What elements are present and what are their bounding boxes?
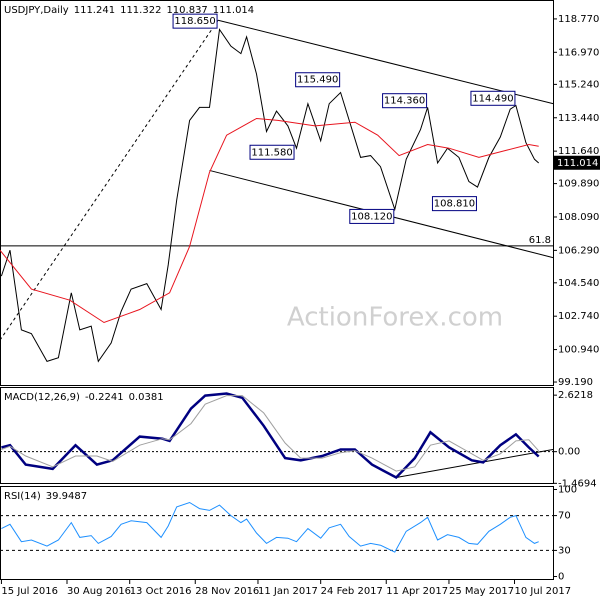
current-price-box — [554, 155, 600, 170]
annotation-label: 115.490 — [297, 75, 338, 86]
y-tick-label: 99.190 — [558, 377, 593, 388]
annotation-label: 108.120 — [351, 211, 392, 222]
y-tick-label: 0 — [558, 572, 564, 583]
watermark: ActionForex.com — [287, 303, 503, 333]
y-tick-label: 2.6218 — [558, 390, 593, 401]
annotation-label: 114.490 — [472, 93, 513, 104]
x-tick-label: 30 Aug 2016 — [67, 586, 131, 597]
series-line — [0, 28, 540, 363]
y-tick-label: 118.770 — [558, 14, 599, 25]
y-tick-label: 109.890 — [558, 179, 599, 190]
panel-title: USDJPY,Daily 111.241 111.322 110.837 111.014 — [4, 5, 254, 16]
annotation-box — [295, 72, 341, 88]
series-line — [1, 501, 539, 553]
annotation-box — [431, 196, 477, 212]
readout: 39.9487 — [46, 491, 87, 502]
readout: -0.2241 — [85, 392, 124, 403]
series-line — [1, 392, 540, 480]
annotation-label: 114.360 — [384, 96, 425, 107]
annotation-label: 111.580 — [251, 147, 292, 158]
x-tick-label: 24 Feb 2017 — [321, 586, 383, 597]
title: USDJPY,Daily — [4, 5, 69, 16]
annotation-box — [470, 90, 516, 106]
trend-line — [0, 19, 219, 341]
readout: 0.0381 — [129, 392, 164, 403]
rsi-panel — [0, 486, 554, 580]
annotation-label: 108.810 — [434, 199, 475, 210]
x-tick-label: 28 Nov 2016 — [195, 586, 259, 597]
y-tick-label: 30 — [558, 545, 571, 556]
y-tick-label: 100 — [558, 484, 577, 495]
macd-panel — [0, 387, 554, 484]
y-tick-label: 106.290 — [558, 245, 599, 256]
y-tick-label: 115.240 — [558, 79, 599, 90]
x-tick-label: 13 Oct 2016 — [130, 586, 192, 597]
panel-title: MACD(12,26,9) -0.2241 0.0381 — [4, 392, 164, 403]
y-tick-label: 116.970 — [558, 47, 599, 58]
annotation-box — [249, 144, 295, 160]
x-tick-label: 11 Jan 2017 — [258, 586, 318, 597]
series-line — [1, 395, 540, 472]
price-panel — [0, 0, 554, 386]
y-tick-label: -1.4694 — [558, 478, 597, 489]
y-tick-label: 111.640 — [558, 146, 599, 157]
panel-title: RSI(14) 39.9487 — [4, 491, 87, 502]
x-tick-label: 25 May 2017 — [449, 586, 514, 597]
x-tick-label: 15 Jul 2016 — [1, 586, 58, 597]
fib-label: 61.8 — [529, 235, 551, 246]
series-line — [0, 117, 539, 324]
trend-line — [217, 19, 554, 105]
y-tick-label: 100.940 — [558, 345, 599, 356]
annotation-box — [172, 13, 218, 29]
annotation-label: 118.650 — [174, 16, 215, 27]
y-tick-label: 104.540 — [558, 278, 599, 289]
title: MACD(12,26,9) — [4, 392, 80, 403]
readout: 111.241 — [74, 5, 115, 16]
y-tick-label: 102.740 — [558, 311, 599, 322]
x-tick-label: 11 Apr 2017 — [386, 586, 448, 597]
trend-line — [396, 449, 554, 479]
readout: 111.014 — [213, 5, 254, 16]
y-tick-label: 70 — [558, 511, 571, 522]
annotation-box — [382, 93, 428, 109]
y-tick-label: 0.00 — [558, 447, 580, 458]
x-tick-label: 10 Jul 2017 — [515, 586, 572, 597]
readout: 110.837 — [166, 5, 207, 16]
y-tick-label: 108.090 — [558, 212, 599, 223]
annotation-box — [349, 208, 395, 224]
title: RSI(14) — [4, 491, 41, 502]
y-tick-label: 113.440 — [558, 113, 599, 124]
readout: 111.322 — [120, 5, 161, 16]
current-price: 111.014 — [557, 158, 598, 169]
